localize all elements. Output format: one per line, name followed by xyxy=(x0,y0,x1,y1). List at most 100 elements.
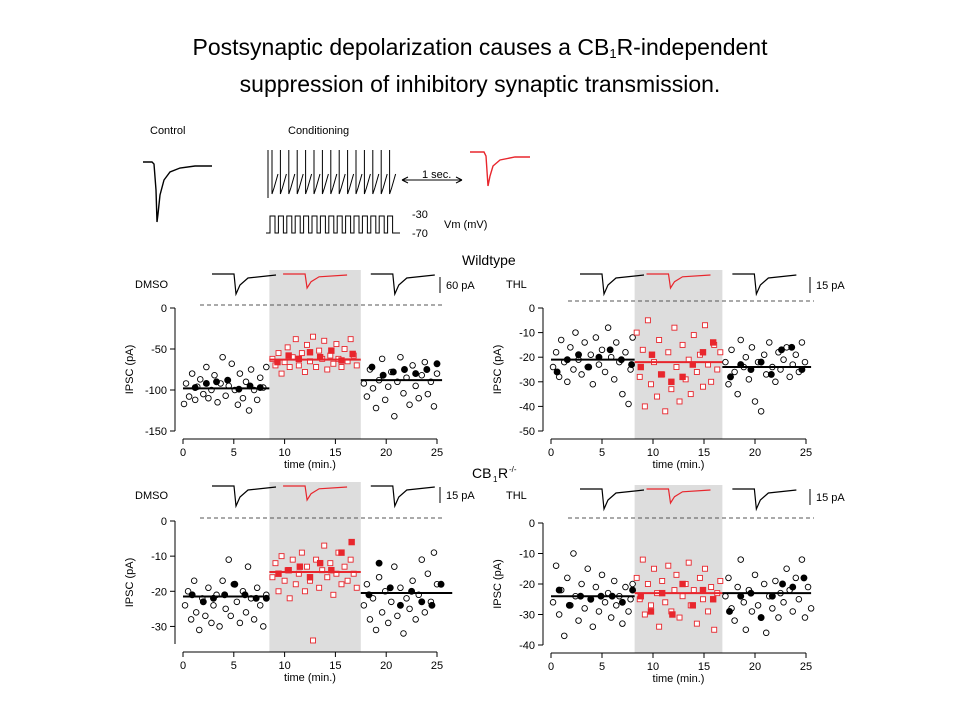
open-square-point xyxy=(338,581,345,588)
open-circle-point xyxy=(202,612,209,620)
open-square-point xyxy=(338,364,345,370)
open-circle-point xyxy=(629,334,636,341)
open-square-point xyxy=(298,350,305,357)
open-square-point xyxy=(693,620,700,627)
y-axis-label: IPSC (pA) xyxy=(492,559,504,609)
knockout-label-sub: 1 xyxy=(493,475,498,484)
filled-square-point xyxy=(348,538,355,546)
x-tick-label: 0 xyxy=(548,447,554,459)
y-tick-label: -30 xyxy=(519,610,535,622)
open-circle-point xyxy=(595,608,603,615)
filled-circle-point xyxy=(428,601,436,609)
open-square-point xyxy=(717,578,724,584)
open-square-point xyxy=(659,578,666,584)
open-circle-point xyxy=(256,602,264,609)
open-square-point xyxy=(662,599,669,606)
open-square-point xyxy=(313,556,320,563)
filled-circle-point xyxy=(575,351,582,359)
open-square-point xyxy=(344,577,351,584)
amplitude-scale-label: 15 pA xyxy=(816,492,845,504)
open-circle-point xyxy=(581,605,588,612)
open-square-point xyxy=(313,364,320,370)
y-tick-label: 0 xyxy=(529,303,535,315)
open-square-point xyxy=(289,556,296,563)
open-square-point xyxy=(676,398,683,405)
open-circle-point xyxy=(578,580,585,588)
open-circle-point xyxy=(572,329,579,336)
control-label: Control xyxy=(150,125,185,137)
open-square-point xyxy=(690,332,697,339)
open-circle-point xyxy=(406,605,413,613)
open-square-point xyxy=(286,595,293,602)
open-circle-point xyxy=(742,626,750,634)
open-circle-point xyxy=(549,363,557,371)
open-circle-point xyxy=(403,595,410,602)
open-circle-point xyxy=(375,573,383,581)
open-circle-point xyxy=(798,556,806,563)
filled-circle-point xyxy=(412,370,420,378)
open-circle-point xyxy=(622,583,629,591)
open-square-point xyxy=(696,574,703,581)
open-circle-point xyxy=(757,408,765,415)
filled-circle-point xyxy=(767,370,775,378)
conditioning-shade xyxy=(634,485,723,653)
example-trace xyxy=(212,273,277,297)
open-circle-point xyxy=(754,602,762,609)
open-circle-point xyxy=(430,403,438,410)
open-circle-point xyxy=(772,577,779,585)
open-square-point xyxy=(636,373,643,380)
filled-circle-point xyxy=(565,601,573,609)
x-tick-label: 15 xyxy=(698,661,710,673)
filled-square-point xyxy=(657,371,665,378)
filled-circle-point xyxy=(788,343,796,351)
open-circle-point xyxy=(381,396,389,404)
open-circle-point xyxy=(225,556,232,563)
example-trace xyxy=(646,273,711,290)
open-square-point xyxy=(671,587,678,594)
open-square-point xyxy=(347,556,354,563)
filled-circle-point xyxy=(789,583,797,591)
open-circle-point xyxy=(388,598,395,606)
open-circle-point xyxy=(769,605,776,612)
open-circle-point xyxy=(575,617,582,624)
open-circle-point xyxy=(549,599,557,606)
open-square-point xyxy=(633,574,640,581)
filled-circle-point xyxy=(555,586,563,594)
x-axis-label: time (min.) xyxy=(284,672,336,684)
filled-square-point xyxy=(647,608,655,615)
open-circle-point xyxy=(589,381,597,388)
title-line-1: Postsynaptic depolarization causes a CB1… xyxy=(0,32,960,69)
open-square-point xyxy=(281,577,288,584)
y-tick-label: -20 xyxy=(519,352,535,364)
x-tick-label: 10 xyxy=(278,447,290,459)
y-tick-label: -10 xyxy=(519,549,535,561)
example-trace xyxy=(283,273,348,290)
open-circle-point xyxy=(748,608,756,615)
open-circle-point xyxy=(625,400,632,408)
open-circle-point xyxy=(564,574,571,582)
open-circle-point xyxy=(228,360,236,368)
open-circle-point xyxy=(369,385,377,392)
conditioning-train-path xyxy=(267,150,397,198)
open-square-point xyxy=(714,366,721,373)
open-square-point xyxy=(693,369,700,375)
open-circle-point xyxy=(366,616,374,623)
filled-square-point xyxy=(668,378,675,385)
y-tick-label: -10 xyxy=(151,551,167,563)
open-square-point xyxy=(633,329,640,336)
filled-circle-point xyxy=(553,368,561,376)
open-circle-point xyxy=(391,563,398,570)
x-tick-label: 25 xyxy=(800,447,812,459)
open-square-point xyxy=(324,574,331,581)
filled-square-point xyxy=(689,602,696,609)
open-circle-point xyxy=(233,598,241,606)
open-circle-point xyxy=(775,614,782,621)
y-tick-label: 0 xyxy=(529,518,535,530)
open-circle-point xyxy=(219,577,226,584)
knockout-label-r: R xyxy=(498,465,508,481)
x-tick-label: 0 xyxy=(180,660,186,672)
x-tick-label: 10 xyxy=(647,447,659,459)
open-square-point xyxy=(656,623,663,630)
open-circle-point xyxy=(613,602,620,609)
y-tick-label: -150 xyxy=(145,426,167,438)
